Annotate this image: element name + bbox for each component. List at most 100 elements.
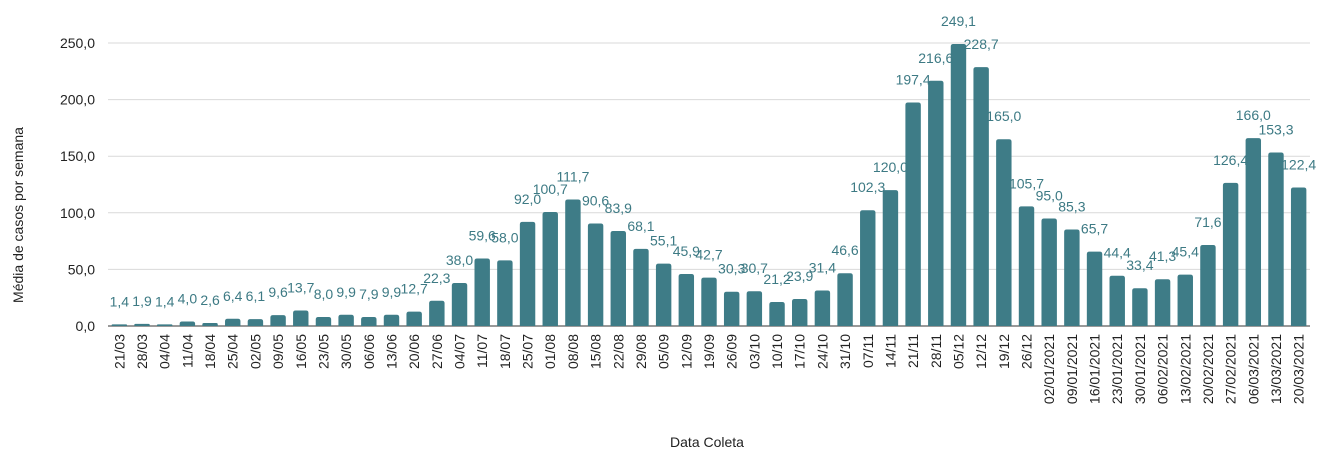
data-label: 2,6 <box>200 292 220 308</box>
x-tick-label: 14/11 <box>882 334 898 368</box>
bar <box>112 324 127 326</box>
x-tick-label: 28/03 <box>134 334 150 369</box>
data-label: 122,4 <box>1281 156 1316 172</box>
x-tick-label: 25/07 <box>520 334 536 369</box>
y-tick-label: 50,0 <box>68 261 95 277</box>
x-tick-label: 11/04 <box>179 334 195 368</box>
x-tick-label: 25/04 <box>225 334 241 369</box>
bar <box>474 259 489 326</box>
x-tick-label: 11/07 <box>474 334 490 368</box>
bar <box>202 323 217 326</box>
x-tick-label: 19/12 <box>996 334 1012 369</box>
y-tick-label: 100,0 <box>60 205 95 221</box>
data-label: 216,6 <box>918 50 953 66</box>
bar <box>701 278 716 326</box>
x-tick-label: 13/02/2021 <box>1177 334 1193 404</box>
bar <box>225 319 240 326</box>
x-tick-label: 08/08 <box>565 334 581 369</box>
x-tick-label: 19/09 <box>701 334 717 369</box>
x-axis-title: Data Coleta <box>670 434 744 450</box>
data-label: 85,3 <box>1058 198 1085 214</box>
bar <box>565 200 580 326</box>
x-tick-label: 06/02/2021 <box>1155 334 1171 404</box>
x-tick-label: 27/02/2021 <box>1223 334 1239 404</box>
x-tick-label: 20/06 <box>406 334 422 369</box>
data-label: 249,1 <box>941 13 976 29</box>
bar <box>611 231 626 326</box>
bar <box>724 292 739 326</box>
bar <box>497 260 512 326</box>
bar <box>543 212 558 326</box>
data-label: 71,6 <box>1194 214 1221 230</box>
bar <box>815 290 830 326</box>
bar <box>248 319 263 326</box>
x-tick-label: 31/10 <box>837 334 853 369</box>
bar <box>429 301 444 326</box>
bar <box>951 44 966 326</box>
x-tick-label: 21/03 <box>111 334 127 369</box>
x-tick-label: 30/01/2021 <box>1132 334 1148 404</box>
data-label: 83,9 <box>605 200 632 216</box>
data-label: 8,0 <box>314 286 334 302</box>
data-label: 7,9 <box>359 286 379 302</box>
x-tick-label: 26/09 <box>724 334 740 369</box>
x-tick-label: 13/06 <box>383 334 399 369</box>
x-tick-label: 01/08 <box>542 334 558 369</box>
y-axis-ticks: 0,0 50,0 100,0 150,0 200,0 250,0 <box>60 35 95 334</box>
data-label: 46,6 <box>831 242 858 258</box>
bar <box>1200 245 1215 326</box>
y-tick-label: 150,0 <box>60 148 95 164</box>
x-tick-label: 24/10 <box>814 334 830 369</box>
x-tick-label: 16/05 <box>293 334 309 369</box>
x-tick-label: 06/06 <box>361 334 377 369</box>
x-tick-label: 18/07 <box>497 334 513 369</box>
bar <box>860 210 875 326</box>
x-tick-label: 04/04 <box>157 334 173 369</box>
bar <box>316 317 331 326</box>
bar <box>883 190 898 326</box>
bar <box>1178 275 1193 326</box>
x-tick-label: 09/05 <box>270 334 286 369</box>
data-label: 165,0 <box>986 108 1021 124</box>
data-label: 1,9 <box>132 293 152 309</box>
x-tick-label: 12/12 <box>973 334 989 369</box>
x-tick-label: 02/01/2021 <box>1041 334 1057 404</box>
x-tick-label: 20/03/2021 <box>1291 334 1307 404</box>
data-label: 6,1 <box>246 288 266 304</box>
data-label: 9,9 <box>336 284 356 300</box>
x-tick-label: 23/05 <box>315 334 331 369</box>
bar <box>1132 288 1147 326</box>
x-tick-label: 13/03/2021 <box>1268 334 1284 404</box>
bar <box>1019 206 1034 326</box>
bar <box>769 302 784 326</box>
bar <box>1041 218 1056 326</box>
x-tick-label: 07/11 <box>860 334 876 368</box>
bar <box>633 249 648 326</box>
x-tick-label: 03/10 <box>746 334 762 369</box>
bar <box>1110 276 1125 326</box>
bar <box>384 315 399 326</box>
bar <box>406 312 421 326</box>
bar <box>1087 252 1102 326</box>
x-axis-ticks: 21/03 28/03 04/04 11/04 18/04 25/04 02/05 09/05… <box>111 334 1306 404</box>
y-tick-label: 200,0 <box>60 92 95 108</box>
data-label: 153,3 <box>1258 121 1293 137</box>
x-tick-label: 22/08 <box>610 334 626 369</box>
data-label: 38,0 <box>446 252 473 268</box>
x-tick-label: 16/01/2021 <box>1087 334 1103 404</box>
bar <box>656 264 671 326</box>
bar <box>1268 152 1283 326</box>
bar <box>1223 183 1238 326</box>
data-label: 102,3 <box>850 179 885 195</box>
x-tick-label: 12/09 <box>678 334 694 369</box>
data-label: 228,7 <box>964 36 999 52</box>
x-tick-label: 04/07 <box>452 334 468 369</box>
x-tick-label: 29/08 <box>633 334 649 369</box>
bar <box>134 324 149 326</box>
data-label: 6,4 <box>223 288 243 304</box>
bar <box>338 315 353 326</box>
data-label: 1,4 <box>110 293 130 309</box>
bar <box>679 274 694 326</box>
data-labels: 1,4 1,9 1,4 4,0 2,6 6,4 6,1 9,6 13,7 8,0 9,9 7,9 9,9… <box>110 13 1317 309</box>
